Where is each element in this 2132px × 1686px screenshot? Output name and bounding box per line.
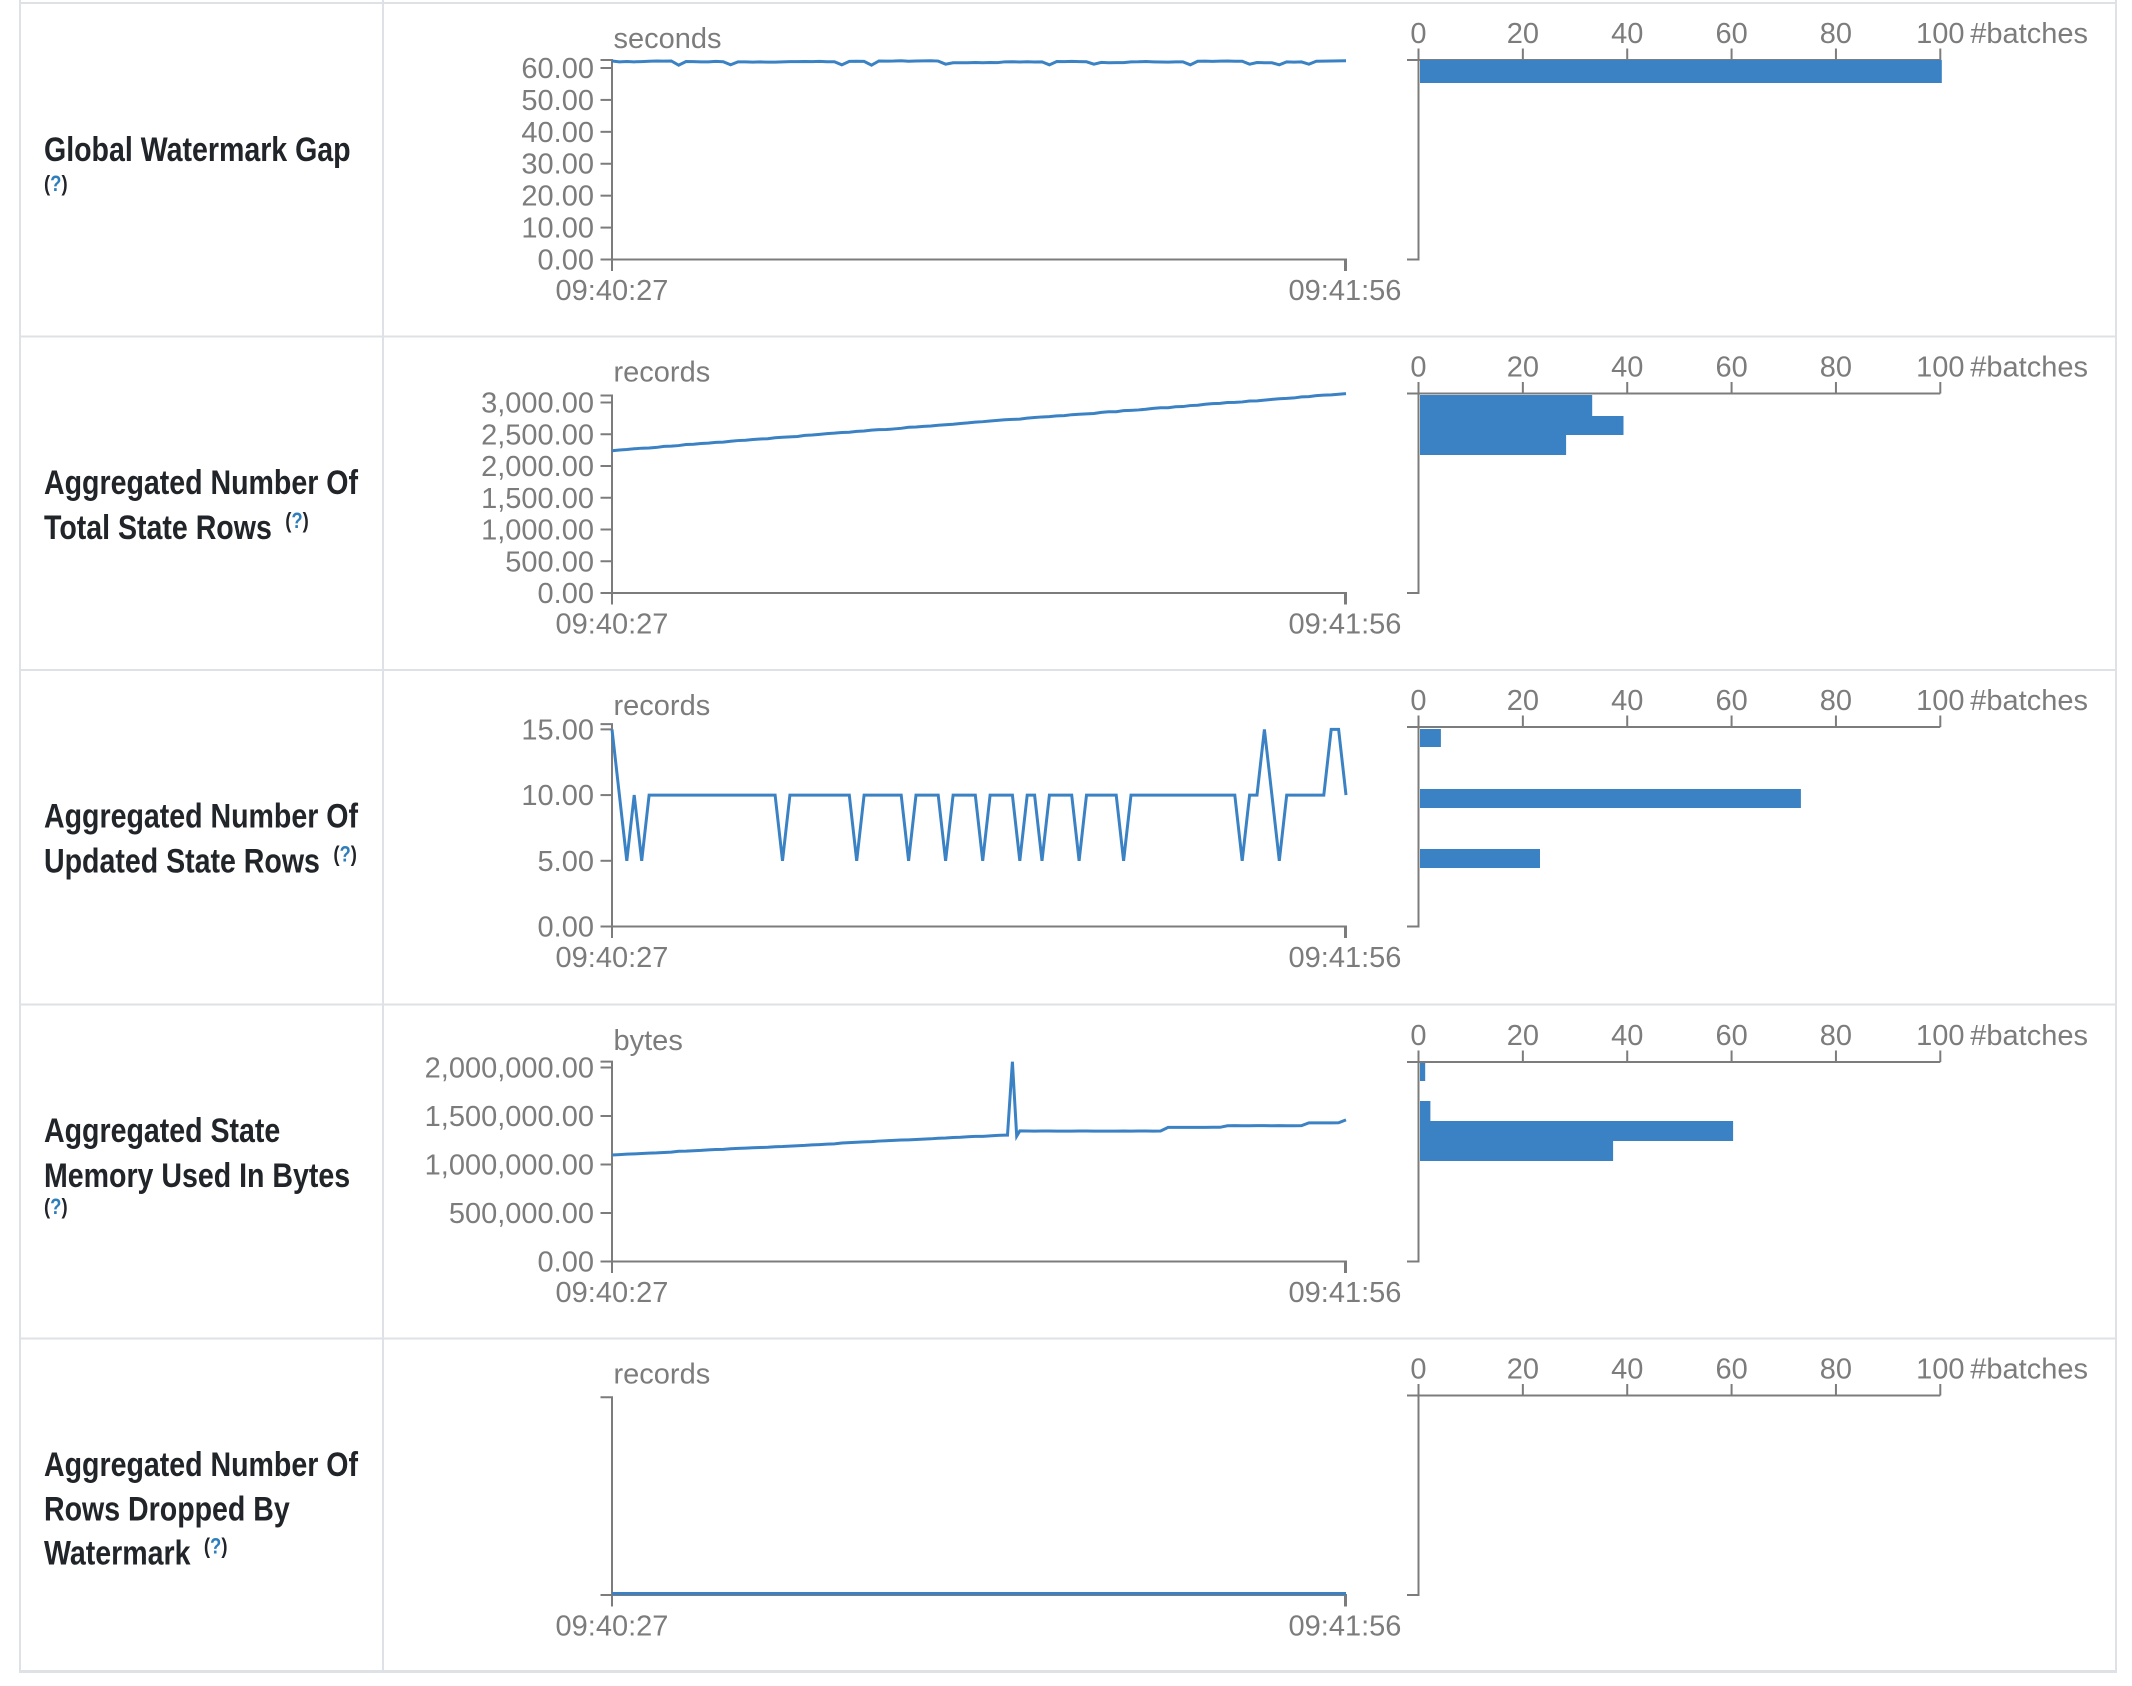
- svg-text:100: 100: [1916, 685, 1964, 717]
- svg-text:Aggregated Number Of: Aggregated Number Of: [44, 1445, 358, 1483]
- svg-text:09:41:56: 09:41:56: [1289, 1611, 1402, 1643]
- svg-text:80: 80: [1820, 1354, 1852, 1386]
- svg-text:09:41:56: 09:41:56: [1289, 1277, 1402, 1309]
- svg-text:Aggregated Number Of: Aggregated Number Of: [44, 464, 358, 502]
- svg-text:09:41:56: 09:41:56: [1289, 942, 1402, 974]
- svg-text:100: 100: [1916, 352, 1964, 384]
- svg-text:60: 60: [1715, 1020, 1747, 1052]
- svg-text:0: 0: [1410, 352, 1426, 384]
- svg-text:80: 80: [1820, 1020, 1852, 1052]
- svg-text:(?): (?): [44, 173, 68, 197]
- svg-text:Total State Rows(?): Total State Rows (?): [44, 509, 309, 547]
- svg-text:09:41:56: 09:41:56: [1289, 275, 1402, 307]
- svg-text:1,000.00: 1,000.00: [481, 515, 594, 547]
- svg-text:records: records: [614, 690, 711, 722]
- svg-text:Rows Dropped By: Rows Dropped By: [44, 1490, 290, 1528]
- svg-text:50.00: 50.00: [521, 85, 594, 117]
- svg-text:0: 0: [1410, 685, 1426, 717]
- svg-text:0.00: 0.00: [538, 578, 594, 610]
- svg-text:#batches: #batches: [1970, 1020, 2088, 1052]
- svg-text:40.00: 40.00: [521, 117, 594, 149]
- svg-text:60.00: 60.00: [521, 53, 594, 85]
- svg-text:Global Watermark Gap: Global Watermark Gap: [44, 131, 351, 169]
- svg-text:80: 80: [1820, 685, 1852, 717]
- svg-text:15.00: 15.00: [521, 714, 594, 746]
- svg-text:2,000,000.00: 2,000,000.00: [425, 1053, 594, 1085]
- svg-text:#batches: #batches: [1970, 352, 2088, 384]
- svg-text:40: 40: [1611, 1354, 1643, 1386]
- svg-text:40: 40: [1611, 18, 1643, 50]
- svg-text:100: 100: [1916, 1020, 1964, 1052]
- svg-text:Memory Used In Bytes: Memory Used In Bytes: [44, 1157, 350, 1195]
- svg-text:10.00: 10.00: [521, 213, 594, 245]
- svg-text:500.00: 500.00: [505, 546, 594, 578]
- svg-text:bytes: bytes: [614, 1025, 683, 1057]
- svg-text:40: 40: [1611, 352, 1643, 384]
- svg-text:0: 0: [1410, 1020, 1426, 1052]
- svg-text:09:40:27: 09:40:27: [556, 275, 669, 307]
- svg-text:30.00: 30.00: [521, 149, 594, 181]
- svg-text:records: records: [614, 1359, 711, 1391]
- svg-text:5.00: 5.00: [538, 846, 594, 878]
- svg-text:seconds: seconds: [614, 23, 722, 55]
- svg-text:Watermark(?): Watermark (?): [44, 1534, 227, 1572]
- svg-text:80: 80: [1820, 352, 1852, 384]
- svg-text:0: 0: [1410, 18, 1426, 50]
- svg-text:20: 20: [1507, 1354, 1539, 1386]
- svg-text:1,500,000.00: 1,500,000.00: [425, 1101, 594, 1133]
- svg-text:500,000.00: 500,000.00: [449, 1198, 594, 1230]
- svg-text:Updated State Rows(?): Updated State Rows (?): [44, 842, 357, 880]
- svg-text:3,000.00: 3,000.00: [481, 388, 594, 420]
- svg-text:20: 20: [1507, 1020, 1539, 1052]
- svg-text:60: 60: [1715, 352, 1747, 384]
- svg-text:#batches: #batches: [1970, 1354, 2088, 1386]
- svg-text:40: 40: [1611, 685, 1643, 717]
- svg-text:60: 60: [1715, 685, 1747, 717]
- svg-text:09:41:56: 09:41:56: [1289, 609, 1402, 641]
- svg-text:(?): (?): [44, 1196, 68, 1220]
- svg-text:60: 60: [1715, 18, 1747, 50]
- svg-text:#batches: #batches: [1970, 18, 2088, 50]
- svg-text:80: 80: [1820, 18, 1852, 50]
- svg-text:0: 0: [1410, 1354, 1426, 1386]
- svg-text:0.00: 0.00: [538, 1247, 594, 1279]
- svg-text:09:40:27: 09:40:27: [556, 609, 669, 641]
- svg-text:Aggregated Number Of: Aggregated Number Of: [44, 797, 358, 835]
- svg-text:100: 100: [1916, 1354, 1964, 1386]
- svg-text:2,000.00: 2,000.00: [481, 451, 594, 483]
- svg-text:2,500.00: 2,500.00: [481, 419, 594, 451]
- svg-text:1,000,000.00: 1,000,000.00: [425, 1150, 594, 1182]
- svg-text:20: 20: [1507, 18, 1539, 50]
- svg-text:20.00: 20.00: [521, 181, 594, 213]
- svg-text:09:40:27: 09:40:27: [556, 942, 669, 974]
- svg-text:records: records: [614, 357, 711, 389]
- svg-text:100: 100: [1916, 18, 1964, 50]
- svg-text:Aggregated State: Aggregated State: [44, 1112, 280, 1150]
- svg-text:#batches: #batches: [1970, 685, 2088, 717]
- svg-text:20: 20: [1507, 685, 1539, 717]
- svg-text:09:40:27: 09:40:27: [556, 1611, 669, 1643]
- svg-text:60: 60: [1715, 1354, 1747, 1386]
- svg-text:20: 20: [1507, 352, 1539, 384]
- svg-text:09:40:27: 09:40:27: [556, 1277, 669, 1309]
- svg-text:0.00: 0.00: [538, 245, 594, 277]
- svg-text:0.00: 0.00: [538, 912, 594, 944]
- svg-text:10.00: 10.00: [521, 780, 594, 812]
- svg-text:1,500.00: 1,500.00: [481, 483, 594, 515]
- svg-text:40: 40: [1611, 1020, 1643, 1052]
